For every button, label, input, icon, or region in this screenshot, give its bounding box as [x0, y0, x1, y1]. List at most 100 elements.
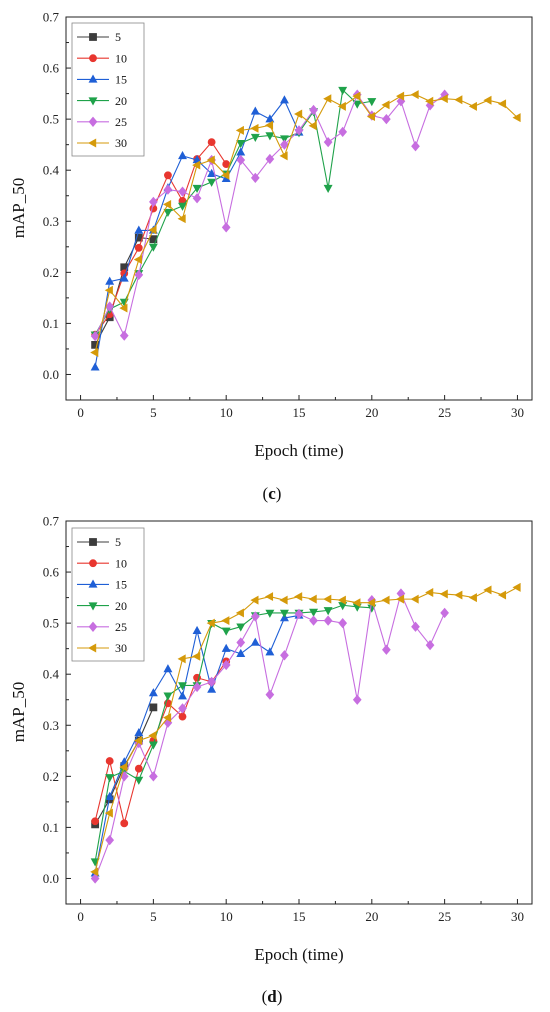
legend-label-c-20: 20	[115, 94, 127, 108]
x-tick-label-c-0: 0	[77, 405, 84, 420]
point-d-30-6	[162, 713, 172, 723]
y-tick-label-d-6: 0.6	[43, 565, 60, 580]
point-d-30-5	[148, 731, 157, 740]
point-c-30-9	[206, 155, 215, 165]
point-d-30-25	[439, 589, 448, 599]
series-c-25	[90, 89, 449, 342]
point-d-20-11	[236, 623, 246, 632]
legend-entry-c-30: 30	[77, 136, 127, 150]
point-d-15-11	[236, 648, 246, 657]
point-c-20-20	[367, 98, 377, 107]
point-c-30-2	[104, 285, 113, 295]
point-d-25-24	[425, 639, 435, 651]
x-tick-label-c-6: 30	[511, 405, 524, 420]
point-d-30-13	[264, 592, 274, 602]
legend-d: 5 10 15 20 25 30	[71, 527, 145, 662]
legend-box-c	[71, 22, 145, 157]
point-d-25-5	[149, 771, 158, 782]
point-c-30-8	[192, 160, 201, 170]
x-tick-label-c-3: 15	[293, 405, 306, 420]
axes-d: 0 5 10 15 20 25 30 0.0 0.1 0.2 0.3 0.4 0.5 0.6 0.7	[43, 514, 524, 925]
y-tick-label-c-0: 0.0	[43, 367, 59, 382]
point-d-15-9	[207, 684, 217, 693]
point-c-20-19	[352, 100, 362, 109]
point-c-30-29	[497, 99, 507, 109]
point-c-25-17	[323, 136, 333, 148]
legend-label-d-25: 25	[115, 620, 127, 634]
series-line-c-5	[94, 237, 154, 346]
y-tick-label-c-6: 0.6	[43, 61, 60, 76]
point-d-25-10	[221, 659, 231, 671]
legend-label-d-5: 5	[115, 535, 121, 549]
point-c-30-3	[119, 303, 128, 313]
y-tick-label-c-7: 0.7	[43, 10, 60, 25]
point-d-20-7	[178, 682, 187, 691]
point-c-25-14	[280, 139, 289, 150]
legend-entry-c-20: 20	[77, 94, 127, 108]
legend-entry-d-25: 25	[77, 620, 127, 634]
point-d-15-5	[148, 688, 158, 697]
x-axis-title-c: Epoch (time)	[254, 441, 343, 460]
point-c-30-22	[395, 91, 405, 101]
y-tick-label-c-5: 0.5	[43, 112, 59, 127]
point-d-30-30	[512, 582, 521, 592]
point-c-25-15	[294, 125, 304, 136]
point-d-30-3	[119, 762, 128, 772]
point-c-20-17	[323, 184, 333, 194]
legend-marker-d-10	[89, 559, 97, 568]
y-tick-label-c-3: 0.3	[43, 214, 59, 229]
point-c-15-1	[90, 362, 100, 371]
point-c-20-13	[265, 132, 275, 141]
point-d-30-23	[410, 594, 419, 604]
point-c-15-7	[178, 150, 187, 160]
point-c-25-8	[192, 193, 202, 204]
point-c-25-6	[163, 184, 173, 195]
point-d-30-16	[308, 594, 317, 604]
point-c-25-21	[382, 113, 391, 125]
point-d-30-2	[104, 808, 113, 818]
point-c-20-8	[192, 184, 202, 194]
y-tick-label-d-2: 0.2	[43, 769, 59, 784]
x-tick-label-c-4: 20	[365, 405, 378, 420]
point-c-25-11	[236, 154, 246, 166]
x-tick-label-d-0: 0	[77, 909, 84, 924]
point-d-30-18	[337, 595, 346, 605]
point-c-30-26	[454, 95, 463, 105]
point-c-20-5	[148, 243, 158, 252]
point-c-30-5	[148, 225, 157, 235]
point-d-20-6	[163, 692, 173, 701]
point-c-15-12	[250, 106, 260, 115]
point-c-25-13	[265, 153, 275, 165]
point-c-30-20	[366, 112, 375, 122]
x-tick-label-d-3: 15	[293, 909, 306, 924]
point-d-5-5	[149, 703, 158, 712]
point-d-25-8	[192, 681, 202, 693]
point-c-15-3	[119, 273, 129, 282]
point-c-25-18	[338, 126, 348, 138]
series-line-c-25	[94, 93, 445, 338]
point-d-30-26	[454, 590, 463, 600]
point-c-25-4	[134, 269, 144, 281]
legend-marker-d-20	[88, 602, 98, 611]
x-tick-label-d-4: 20	[365, 909, 378, 924]
point-d-25-9	[207, 676, 216, 688]
point-d-30-11	[235, 608, 244, 618]
point-c-30-10	[221, 170, 230, 180]
point-c-30-16	[308, 121, 317, 131]
point-d-25-16	[309, 615, 318, 626]
series-layer-d	[90, 582, 521, 884]
series-line-d-25	[94, 591, 446, 879]
legend-marker-c-20	[88, 97, 98, 106]
point-c-30-15	[294, 109, 303, 119]
point-c-25-2	[105, 301, 115, 312]
point-c-30-21	[381, 100, 390, 110]
legend-marker-c-30	[88, 138, 97, 148]
point-c-25-7	[178, 186, 187, 197]
point-c-20-7	[178, 202, 187, 211]
y-tick-label-d-0: 0.0	[43, 871, 59, 886]
point-d-20-17	[323, 607, 333, 616]
legend-marker-d-30	[88, 643, 97, 653]
x-tick-label-d-2: 10	[220, 909, 233, 924]
point-d-30-14	[279, 595, 288, 605]
